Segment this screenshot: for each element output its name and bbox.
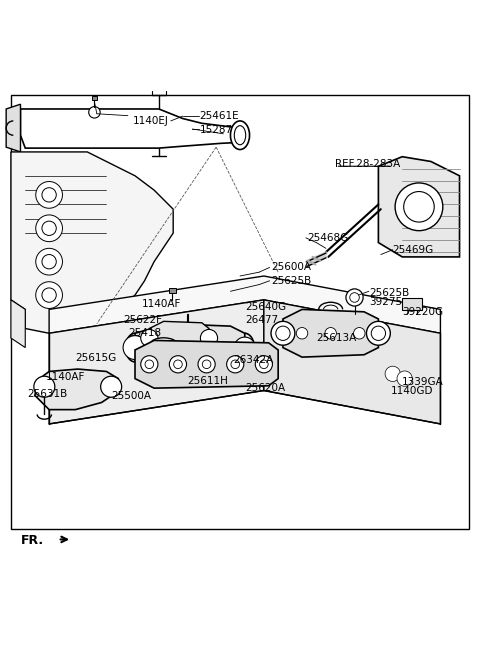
Circle shape (276, 326, 290, 340)
Text: 1140AF: 1140AF (46, 372, 85, 382)
Text: 25625B: 25625B (369, 288, 409, 298)
Circle shape (172, 334, 203, 365)
Circle shape (202, 360, 211, 369)
Text: 25468G: 25468G (307, 233, 348, 243)
Text: 25418: 25418 (128, 328, 161, 338)
Circle shape (231, 360, 240, 369)
Circle shape (34, 376, 55, 397)
Polygon shape (264, 300, 441, 424)
Circle shape (179, 342, 196, 359)
Circle shape (255, 355, 273, 373)
Circle shape (350, 293, 360, 302)
Circle shape (200, 329, 217, 347)
Circle shape (36, 215, 62, 242)
Circle shape (42, 188, 56, 202)
Text: 25600A: 25600A (271, 262, 311, 273)
Circle shape (42, 221, 56, 235)
Text: 39220G: 39220G (402, 307, 444, 317)
Polygon shape (135, 340, 278, 388)
Text: 25611H: 25611H (188, 376, 228, 386)
Circle shape (145, 360, 154, 369)
Polygon shape (135, 324, 245, 371)
Text: 25640G: 25640G (245, 302, 286, 312)
Circle shape (141, 329, 158, 347)
Polygon shape (21, 109, 240, 148)
Text: 25613A: 25613A (316, 333, 357, 343)
Circle shape (141, 355, 158, 373)
Circle shape (227, 355, 244, 373)
Text: 39275: 39275 (369, 297, 402, 307)
Circle shape (388, 369, 397, 378)
Polygon shape (6, 104, 21, 152)
Circle shape (234, 337, 255, 358)
Circle shape (42, 288, 56, 302)
Polygon shape (283, 309, 378, 357)
Circle shape (400, 374, 409, 384)
Bar (402, 298, 422, 310)
Circle shape (296, 328, 308, 339)
Text: 1140GD: 1140GD (390, 386, 433, 396)
Bar (92, 96, 97, 101)
Circle shape (404, 192, 434, 222)
Circle shape (271, 321, 295, 345)
Circle shape (169, 355, 187, 373)
Text: REF.28-283A: REF.28-283A (336, 159, 401, 169)
Circle shape (325, 328, 336, 339)
Text: 25461E: 25461E (199, 111, 239, 121)
Circle shape (397, 371, 412, 386)
Circle shape (371, 326, 385, 340)
Circle shape (198, 355, 215, 373)
Text: 26342A: 26342A (233, 355, 273, 365)
Circle shape (101, 376, 121, 397)
Text: 25622F: 25622F (123, 315, 162, 325)
Circle shape (89, 106, 100, 118)
Polygon shape (49, 276, 441, 333)
Text: 1339GA: 1339GA (402, 377, 444, 387)
Text: 25469G: 25469G (393, 245, 434, 255)
Circle shape (123, 336, 147, 359)
Bar (169, 288, 176, 293)
Circle shape (354, 328, 365, 339)
Ellipse shape (230, 121, 250, 150)
Text: 25631B: 25631B (28, 390, 68, 399)
Text: 25500A: 25500A (111, 392, 151, 401)
Circle shape (346, 289, 363, 306)
Circle shape (42, 254, 56, 269)
Ellipse shape (234, 125, 246, 145)
Text: 25625B: 25625B (271, 276, 311, 286)
Circle shape (174, 360, 182, 369)
Text: 26477: 26477 (245, 315, 278, 325)
Circle shape (260, 360, 268, 369)
Polygon shape (49, 300, 264, 424)
Circle shape (36, 282, 62, 308)
Circle shape (36, 181, 62, 208)
Text: 25615G: 25615G (75, 353, 117, 363)
Polygon shape (35, 369, 118, 409)
Circle shape (36, 248, 62, 275)
Text: FR.: FR. (21, 534, 44, 547)
Polygon shape (378, 157, 459, 257)
Text: 25620A: 25620A (245, 383, 285, 393)
Polygon shape (149, 321, 209, 355)
Polygon shape (11, 152, 173, 338)
Circle shape (366, 321, 390, 345)
Ellipse shape (151, 338, 177, 350)
Polygon shape (11, 300, 25, 348)
Circle shape (395, 183, 443, 231)
Text: 15287: 15287 (199, 125, 233, 135)
Text: 1140AF: 1140AF (142, 299, 181, 309)
Circle shape (385, 366, 400, 382)
Text: 1140EJ: 1140EJ (132, 116, 168, 126)
